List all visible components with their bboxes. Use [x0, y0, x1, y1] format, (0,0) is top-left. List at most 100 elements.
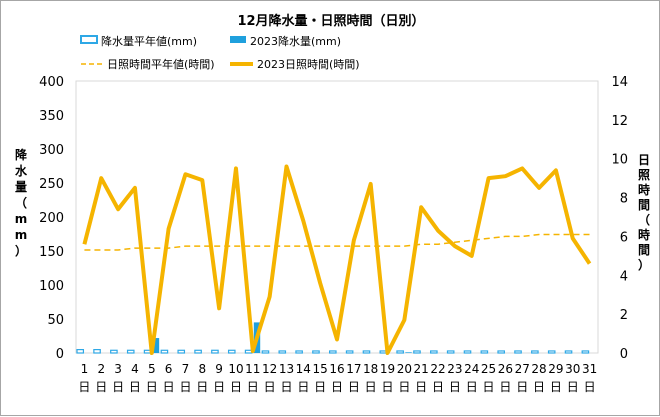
- y-right-tick-label: 4: [620, 269, 628, 284]
- x-tick-suffix: 日: [230, 380, 242, 394]
- legend-label: 2023日照時間(時間): [257, 58, 360, 71]
- x-tick-suffix: 日: [449, 380, 461, 394]
- normal-precip-bar: [194, 349, 202, 354]
- normal-precip-bar: [177, 349, 186, 354]
- x-tick-label: 11: [245, 362, 260, 376]
- x-tick-label: 19: [380, 362, 395, 376]
- x-tick-label: 2: [97, 362, 105, 376]
- y-left-tick-label: 300: [39, 143, 64, 158]
- y-right-axis-label-char: 時: [638, 227, 650, 242]
- x-tick-label: 10: [228, 362, 243, 376]
- x-tick-suffix: 日: [163, 380, 175, 394]
- x-tick-label: 23: [447, 362, 462, 376]
- legend: 降水量平年値(mm) 2023降水量(mm) 日照時間平年値(時間) 2023日照時間…: [80, 34, 360, 71]
- x-tick-suffix: 日: [196, 380, 208, 394]
- x-tick-suffix: 日: [213, 380, 225, 394]
- x-tick-label: 4: [131, 362, 139, 376]
- x-tick-suffix: 日: [179, 380, 191, 394]
- y-right-axis-label-char: 時: [638, 182, 650, 197]
- x-tick-label: 21: [414, 362, 429, 376]
- x-tick-label: 20: [397, 362, 412, 376]
- x-tick-label: 15: [313, 362, 328, 376]
- x-tick-suffix: 日: [533, 380, 545, 394]
- normal-precip-bar: [295, 350, 303, 354]
- legend-precip-2023-swatch: [230, 36, 246, 43]
- x-tick-suffix: 日: [382, 380, 394, 394]
- x-tick-label: 28: [531, 362, 546, 376]
- x-tick-label: 25: [481, 362, 496, 376]
- y-left-axis-label-char: （: [15, 195, 27, 210]
- chart-title: 12月降水量・日照時間（日別）: [237, 13, 424, 29]
- legend-normal-precip-swatch: [80, 35, 98, 44]
- normal-precip-bar: [463, 350, 472, 354]
- x-tick-suffix: 日: [247, 380, 259, 394]
- legend-label: 降水量平年値(mm): [101, 34, 197, 48]
- normal-precip-bar: [261, 350, 270, 354]
- normal-precip-bar: [329, 350, 337, 354]
- x-tick-label: 9: [215, 362, 223, 376]
- x-tick-suffix: 日: [499, 380, 511, 394]
- y-left-axis-label-char: 量: [15, 180, 27, 194]
- y-left-tick-label: 200: [39, 211, 64, 226]
- normal-precip-bar: [211, 349, 219, 354]
- normal-precip-bar: [480, 350, 489, 354]
- x-tick-label: 18: [363, 362, 378, 376]
- y-right-tick-label: 0: [620, 347, 628, 362]
- x-axis: 1日2日3日4日5日6日7日8日9日10日11日12日13日14日15日16日1…: [78, 362, 597, 394]
- precip-2023-bar: [405, 352, 412, 353]
- x-tick-label: 22: [430, 362, 445, 376]
- y-left-tick-label: 350: [39, 109, 64, 124]
- x-tick-suffix: 日: [331, 380, 343, 394]
- x-tick-label: 30: [565, 362, 580, 376]
- x-tick-label: 8: [198, 362, 206, 376]
- plot-area: [75, 80, 599, 354]
- sunshine-normal-line: [84, 233, 590, 251]
- x-tick-suffix: 日: [415, 380, 427, 394]
- x-tick-suffix: 日: [584, 380, 596, 394]
- x-tick-label: 7: [182, 362, 190, 376]
- y-right-axis-label-char: （: [638, 212, 650, 227]
- normal-precip-bar: [497, 350, 505, 354]
- line-series: [82, 164, 592, 355]
- y-left-tick-label: 50: [47, 313, 64, 328]
- normal-precip-bar: [514, 350, 522, 354]
- x-tick-label: 24: [464, 362, 479, 376]
- normal-precip-bar: [126, 349, 135, 354]
- normal-precip-bar: [110, 349, 118, 354]
- x-tick-suffix: 日: [398, 380, 410, 394]
- x-tick-suffix: 日: [516, 380, 528, 394]
- y-left-tick-label: 100: [39, 279, 64, 294]
- y-right-tick-label: 6: [620, 230, 628, 245]
- y-right-axis-label-char: 照: [638, 167, 650, 182]
- x-tick-label: 16: [329, 362, 344, 376]
- precip-2023-bar: [152, 338, 160, 353]
- y-left-axis-label-char: 降: [15, 147, 28, 162]
- x-tick-suffix: 日: [432, 380, 444, 394]
- y-left-axis-label-char: m: [15, 212, 28, 226]
- x-tick-suffix: 日: [95, 380, 107, 394]
- x-tick-suffix: 日: [348, 380, 360, 394]
- normal-precip-bar: [547, 350, 556, 354]
- x-tick-suffix: 日: [365, 380, 377, 394]
- y-right-axis-label-char: ）: [638, 257, 650, 272]
- y-left-tick-label: 0: [56, 347, 64, 362]
- normal-precip-bar: [396, 350, 404, 354]
- legend-label: 日照時間平年値(時間): [107, 57, 215, 71]
- y-left-axis-label-char: 水: [15, 163, 28, 178]
- normal-precip-bar: [531, 350, 539, 354]
- x-tick-label: 17: [346, 362, 361, 376]
- normal-precip-bar: [160, 349, 169, 354]
- y-right-tick-label: 2: [620, 308, 628, 323]
- x-tick-label: 14: [296, 362, 311, 376]
- x-tick-label: 27: [515, 362, 530, 376]
- legend-label: 2023降水量(mm): [250, 34, 341, 48]
- normal-precip-bar: [76, 349, 85, 354]
- y-right-tick-label: 10: [611, 153, 628, 168]
- y-right-tick-label: 8: [620, 192, 628, 207]
- normal-precip-bar: [93, 349, 101, 354]
- x-tick-suffix: 日: [567, 380, 579, 394]
- normal-precip-bar: [430, 350, 438, 354]
